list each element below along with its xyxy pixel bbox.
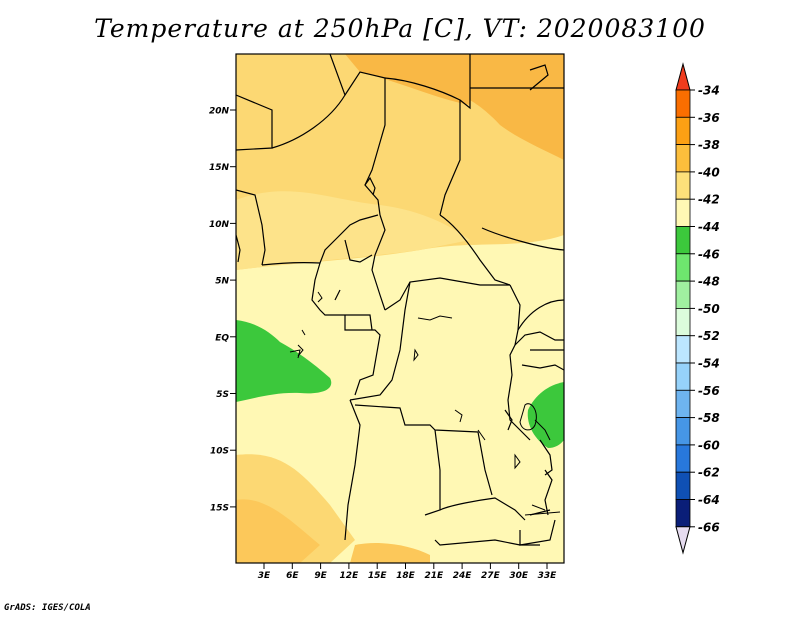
field-green-atlantic bbox=[236, 320, 332, 402]
lat-label: 15S bbox=[210, 503, 229, 513]
lon-label: 30E bbox=[509, 571, 529, 581]
lon-label: 6E bbox=[286, 571, 299, 581]
colorbar-box bbox=[675, 389, 691, 418]
lon-label: 18E bbox=[396, 571, 416, 581]
latitude-axis: 20N 15N 10N 5N EQ 5S 10S 15S bbox=[209, 107, 236, 513]
colorbar-label: -34 bbox=[698, 84, 720, 98]
colorbar-box bbox=[675, 89, 691, 118]
field-warm-south bbox=[350, 543, 430, 563]
colorbar-label: -38 bbox=[698, 138, 720, 152]
lat-label: 10N bbox=[209, 220, 230, 230]
lat-label: 10S bbox=[210, 447, 229, 457]
lon-label: 9E bbox=[314, 571, 327, 581]
field-pale-band bbox=[236, 235, 564, 563]
lakes-and-coasts bbox=[289, 291, 561, 516]
lat-label: 5N bbox=[215, 277, 229, 287]
colorbar-label: -48 bbox=[698, 275, 720, 289]
field-warm-north bbox=[345, 54, 470, 105]
political-boundaries bbox=[236, 54, 564, 546]
colorbar-label: -40 bbox=[698, 165, 720, 179]
colorbar-box bbox=[675, 471, 691, 500]
lat-label: 20N bbox=[209, 107, 230, 117]
lon-label: 24E bbox=[453, 571, 473, 581]
colorbar-top-arrow bbox=[675, 62, 691, 91]
colorbar-box bbox=[675, 335, 691, 364]
lon-label: 21E bbox=[424, 571, 444, 581]
field-warm-southwest-core bbox=[236, 499, 320, 563]
colorbar-label: -44 bbox=[698, 220, 720, 234]
colorbar-label: -46 bbox=[698, 247, 720, 261]
colorbar-box bbox=[675, 198, 691, 227]
colorbar-label: -56 bbox=[698, 384, 720, 398]
colorbar-label: -36 bbox=[698, 111, 720, 125]
colorbar-box bbox=[675, 362, 691, 391]
lat-label: 5S bbox=[216, 390, 229, 400]
lon-label: 27E bbox=[481, 571, 501, 581]
field-green-lake-region bbox=[527, 382, 564, 448]
lat-label: EQ bbox=[215, 333, 229, 343]
lon-label: 3E bbox=[258, 571, 271, 581]
map-frame bbox=[235, 53, 565, 564]
colorbar-label: -60 bbox=[698, 438, 720, 452]
grads-credit: GrADS: IGES/COLA bbox=[4, 603, 91, 613]
colorbar-label: -64 bbox=[698, 493, 720, 507]
lon-label: 12E bbox=[340, 571, 360, 581]
longitude-axis: 3E 6E 9E 12E 15E 18E 21E 24E 27E 30E 33E bbox=[258, 563, 557, 581]
colorbar-label: -58 bbox=[698, 411, 720, 425]
colorbar-bottom-arrow bbox=[675, 526, 691, 555]
lon-label: 33E bbox=[538, 571, 558, 581]
chart-title: Temperature at 250hPa [C], VT: 202008310… bbox=[94, 14, 706, 43]
temperature-field bbox=[236, 54, 564, 563]
colorbar-label: -54 bbox=[698, 357, 720, 371]
lon-label: 15E bbox=[368, 571, 388, 581]
field-light-band bbox=[236, 191, 470, 270]
colorbar-box bbox=[675, 171, 691, 200]
colorbar-box bbox=[675, 280, 691, 309]
colorbar: -34 -36 -38 -40 -42 -44 -46 -48 -50 -52 -54 -56 -58 -… bbox=[675, 62, 720, 555]
colorbar-box bbox=[675, 499, 691, 528]
colorbar-label: -62 bbox=[698, 466, 720, 480]
colorbar-label: -42 bbox=[698, 193, 720, 207]
colorbar-box bbox=[675, 144, 691, 173]
colorbar-box bbox=[675, 226, 691, 255]
colorbar-label: -52 bbox=[698, 329, 720, 343]
colorbar-box bbox=[675, 307, 691, 337]
colorbar-label: -50 bbox=[698, 302, 720, 316]
colorbar-box bbox=[675, 417, 691, 446]
colorbar-box bbox=[675, 444, 691, 473]
colorbar-box bbox=[675, 253, 691, 282]
lat-label: 15N bbox=[209, 163, 230, 173]
colorbar-box bbox=[675, 116, 691, 146]
colorbar-label: -66 bbox=[698, 520, 720, 534]
